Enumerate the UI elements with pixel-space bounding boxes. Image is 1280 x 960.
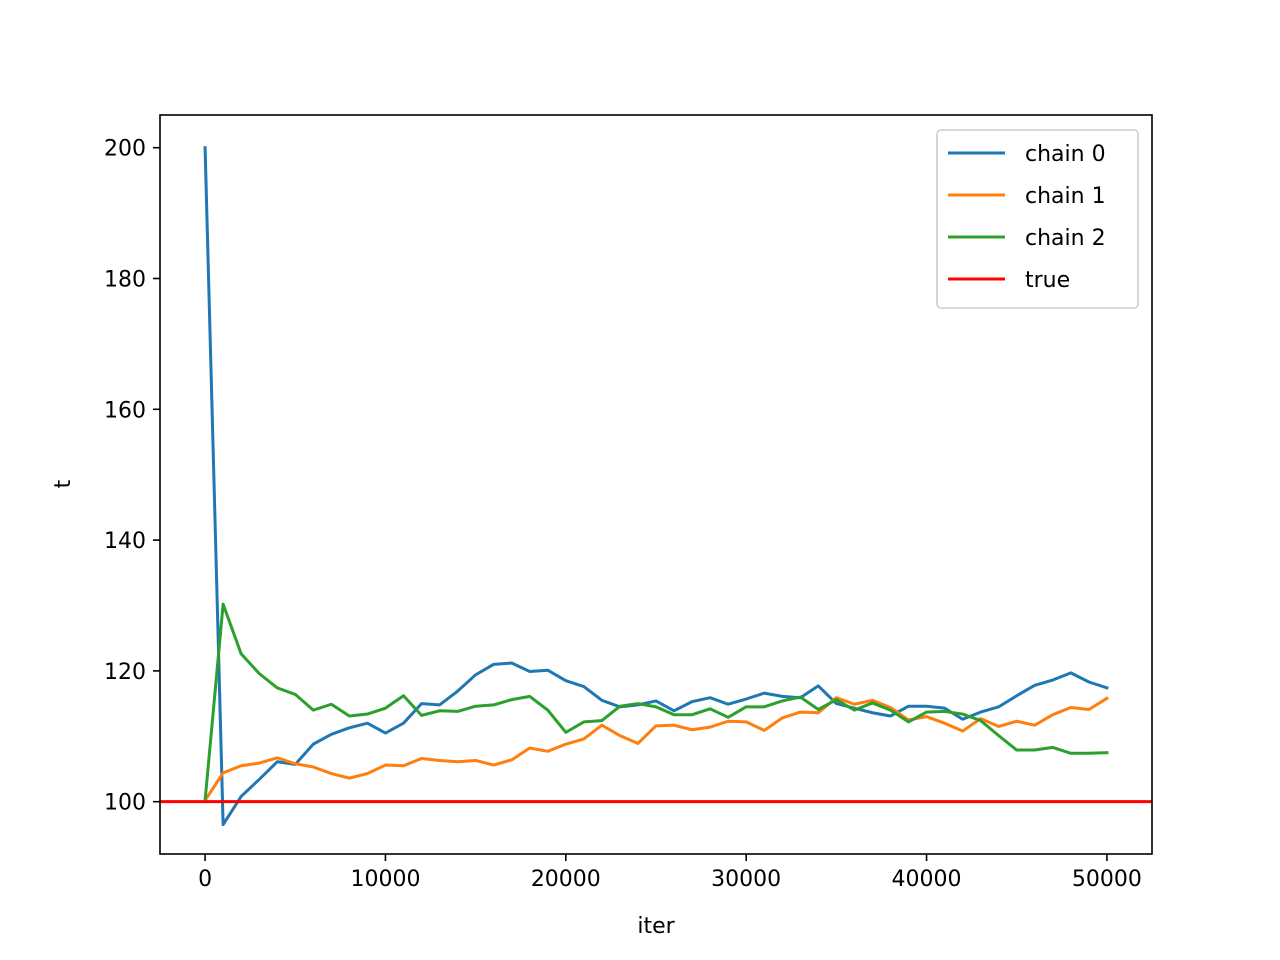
legend-label: true [1025,268,1070,293]
ticks-layer: 0 10000 20000 30000 40000 50000 100 120 140 160 18… [104,137,1142,892]
legend-label: chain 2 [1025,226,1106,251]
y-tick-label: 120 [104,660,146,685]
plot-layer [160,146,1152,827]
series-line-chain-1 [203,696,1109,803]
plot-frame [159,114,1153,855]
y-tick-label: 100 [104,791,146,816]
legend-label: chain 1 [1025,184,1106,209]
y-tick-label: 140 [104,529,146,554]
x-tick-label: 0 [198,867,212,892]
y-tick-label: 200 [104,137,146,162]
legend-label: chain 0 [1025,142,1106,167]
x-tick-label: 30000 [711,867,781,892]
y-tick-label: 180 [104,267,146,292]
y-tick-label: 160 [104,398,146,423]
x-axis-label: iter [637,914,675,939]
y-axis-label: t [51,479,76,488]
x-tick-label: 10000 [350,867,420,892]
legend: chain 0 chain 1 chain 2 true [936,129,1139,309]
series-line-chain-0 [203,146,1109,827]
x-tick-label: 50000 [1072,867,1142,892]
legend-box [936,129,1139,309]
x-tick-label: 40000 [892,867,962,892]
x-tick-label: 20000 [531,867,601,892]
series-line-chain-2 [203,602,1109,803]
